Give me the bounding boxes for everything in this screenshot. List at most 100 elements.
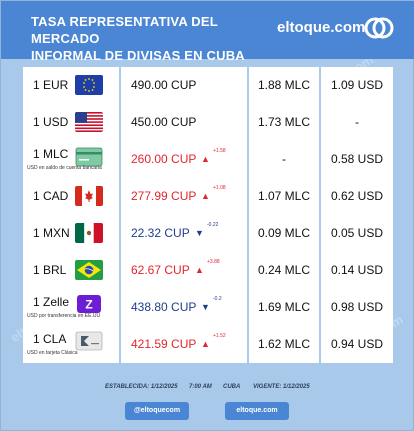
mlc-value: 0.24 MLC bbox=[257, 263, 311, 277]
usd-cell: 0.05 USD bbox=[321, 215, 393, 252]
location-label: CUBA bbox=[223, 384, 241, 390]
currency-cell: 1 Zelle Z USD por transferencia en EE.UU bbox=[23, 289, 121, 326]
currency-label: 1 MXN bbox=[33, 226, 70, 240]
mlc-cell: 0.24 MLC bbox=[249, 252, 321, 289]
currency-label: 1 MLC bbox=[33, 147, 69, 161]
table-row: 1 MLC USD en saldo de cuenta bancaria 26… bbox=[23, 141, 393, 178]
mlc-value: - bbox=[282, 152, 286, 166]
mlc-value: 1.69 MLC bbox=[257, 300, 311, 314]
website-button[interactable]: eltoque.com bbox=[225, 402, 289, 420]
currency-cell: 1 MLC USD en saldo de cuenta bancaria bbox=[23, 141, 121, 178]
mlc-cell: 1.88 MLC bbox=[249, 67, 321, 104]
cup-price: 490.00 CUP bbox=[131, 78, 197, 92]
cup-price-cell: 277.99 CUP ▲ +1.08 bbox=[121, 178, 249, 215]
cup-price-cell: 22.32 CUP ▼ -0.22 bbox=[121, 215, 249, 252]
cup-price-cell: 450.00 CUP bbox=[121, 104, 249, 141]
cup-price: 62.67 CUP bbox=[131, 263, 190, 277]
header-bar: TASA REPRESENTATIVA DEL MERCADO INFORMAL… bbox=[1, 1, 414, 63]
us-flag-icon bbox=[75, 112, 103, 132]
cup-price-cell: 438.80 CUP ▼ -0.2 bbox=[121, 289, 249, 326]
usd-value: 0.05 USD bbox=[330, 226, 384, 240]
cup-price-cell: 490.00 CUP bbox=[121, 67, 249, 104]
usd-cell: 0.62 USD bbox=[321, 178, 393, 215]
cup-price: 277.99 CUP bbox=[131, 189, 197, 203]
cla-card-icon bbox=[75, 331, 103, 351]
mlc-cell: 1.07 MLC bbox=[249, 178, 321, 215]
rates-table: 1 EUR 490.00 CUP 1.88 MLC 1.09 bbox=[23, 67, 393, 363]
currency-note: USD en tarjeta Clásica bbox=[27, 350, 78, 356]
usd-value: 0.94 USD bbox=[330, 337, 384, 351]
price-change: +3.88 bbox=[207, 259, 220, 265]
mlc-cell: 1.69 MLC bbox=[249, 289, 321, 326]
table-row: 1 CLA USD en tarjeta Clásica 421.59 CUP … bbox=[23, 326, 393, 363]
cup-price-cell: 62.67 CUP ▲ +3.88 bbox=[121, 252, 249, 289]
table-row: 1 EUR 490.00 CUP 1.88 MLC 1.09 bbox=[23, 67, 393, 104]
title-line-2: INFORMAL DE DIVISAS EN CUBA bbox=[31, 48, 245, 63]
currency-label: 1 USD bbox=[33, 115, 69, 129]
usd-value: 0.14 USD bbox=[330, 263, 384, 277]
currency-note: USD por transferencia en EE.UU bbox=[27, 313, 101, 319]
social-handle-button[interactable]: @eltoquecom bbox=[125, 402, 189, 420]
cup-price: 438.80 CUP bbox=[131, 300, 197, 314]
mlc-card-icon bbox=[75, 147, 103, 167]
eu-flag-icon bbox=[75, 75, 103, 95]
usd-value: 0.62 USD bbox=[330, 189, 384, 203]
usd-cell: 1.09 USD bbox=[321, 67, 393, 104]
currency-cell: 1 CLA USD en tarjeta Clásica bbox=[23, 326, 121, 363]
usd-value: 0.58 USD bbox=[330, 152, 384, 166]
currency-label: 1 EUR bbox=[33, 78, 69, 92]
currency-cell: 1 MXN bbox=[23, 215, 121, 252]
cup-price: 22.32 CUP bbox=[131, 226, 190, 240]
mlc-value: 1.88 MLC bbox=[257, 78, 311, 92]
usd-cell: - bbox=[321, 104, 393, 141]
usd-cell: 0.94 USD bbox=[321, 326, 393, 363]
currency-note: USD en saldo de cuenta bancaria bbox=[27, 165, 102, 171]
currency-cell: 1 EUR bbox=[23, 67, 121, 104]
established-date: ESTABLECIDA: 1/12/2025 bbox=[105, 384, 178, 390]
valid-date: VIGENTE: 1/12/2025 bbox=[253, 384, 310, 390]
eltoque-logo-icon bbox=[364, 17, 394, 39]
mlc-cell: 0.09 MLC bbox=[249, 215, 321, 252]
zelle-logo-icon: Z bbox=[77, 295, 101, 313]
price-change: +1.58 bbox=[213, 148, 226, 154]
currency-cell: 1 CAD bbox=[23, 178, 121, 215]
currency-label: 1 CLA bbox=[33, 332, 67, 346]
usd-cell: 0.98 USD bbox=[321, 289, 393, 326]
trend-down-icon: ▼ bbox=[195, 228, 204, 238]
trend-up-icon: ▲ bbox=[201, 339, 210, 349]
trend-down-icon: ▼ bbox=[201, 302, 210, 312]
usd-value: 0.98 USD bbox=[330, 300, 384, 314]
title-line-1: TASA REPRESENTATIVA DEL MERCADO bbox=[31, 14, 218, 46]
usd-cell: 0.14 USD bbox=[321, 252, 393, 289]
mlc-cell: 1.62 MLC bbox=[249, 326, 321, 363]
price-change: +1.52 bbox=[213, 333, 226, 339]
mlc-value: 1.62 MLC bbox=[257, 337, 311, 351]
currency-cell: 1 USD bbox=[23, 104, 121, 141]
page-title: TASA REPRESENTATIVA DEL MERCADO INFORMAL… bbox=[31, 13, 271, 64]
cup-price-cell: 421.59 CUP ▲ +1.52 bbox=[121, 326, 249, 363]
cup-price-cell: 260.00 CUP ▲ +1.58 bbox=[121, 141, 249, 178]
trend-up-icon: ▲ bbox=[201, 154, 210, 164]
currency-label: 1 BRL bbox=[33, 263, 67, 277]
update-time: 7:00 AM bbox=[189, 384, 212, 390]
price-change: -0.22 bbox=[207, 222, 219, 228]
mlc-cell: - bbox=[249, 141, 321, 178]
mlc-value: 1.73 MLC bbox=[257, 115, 311, 129]
usd-value: - bbox=[355, 115, 359, 129]
mlc-cell: 1.73 MLC bbox=[249, 104, 321, 141]
price-change: +1.08 bbox=[213, 185, 226, 191]
cup-price: 450.00 CUP bbox=[131, 115, 197, 129]
currency-cell: 1 BRL bbox=[23, 252, 121, 289]
table-row: 1 USD 450.00 CUP 1.73 MLC bbox=[23, 104, 393, 141]
table-row: 1 CAD 277.99 CUP ▲ +1.08 1.07 MLC 0.62 U… bbox=[23, 178, 393, 215]
currency-label: 1 CAD bbox=[33, 189, 69, 203]
svg-text:Z: Z bbox=[85, 298, 92, 312]
ca-flag-icon bbox=[75, 186, 103, 206]
table-row: 1 MXN 22.32 CUP ▼ -0.22 0.09 MLC 0.05 US… bbox=[23, 215, 393, 252]
currency-label: 1 Zelle bbox=[33, 295, 70, 309]
table-row: 1 BRL 62.67 CUP ▲ +3.88 0.24 MLC 0.14 US… bbox=[23, 252, 393, 289]
footer-info: ESTABLECIDA: 1/12/2025 7:00 AM CUBA VIGE… bbox=[1, 381, 414, 395]
cup-price: 260.00 CUP bbox=[131, 152, 197, 166]
mlc-value: 1.07 MLC bbox=[257, 189, 311, 203]
